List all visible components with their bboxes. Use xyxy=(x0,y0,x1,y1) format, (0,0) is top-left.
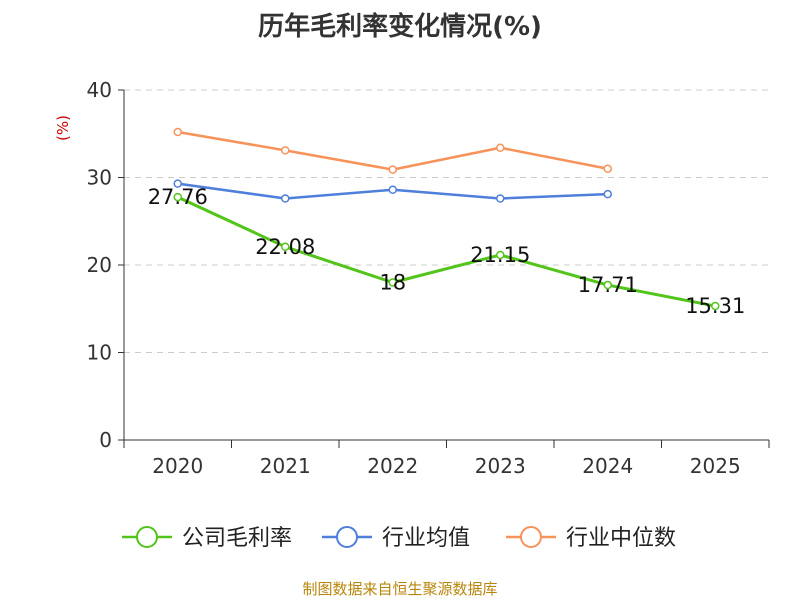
legend-marker xyxy=(520,526,542,548)
grid-lines xyxy=(124,89,769,353)
data-point[interactable] xyxy=(711,301,720,311)
data-label: 27.76 xyxy=(148,185,208,209)
legend-item-3[interactable]: 行业中位数 xyxy=(506,526,676,551)
data-point[interactable] xyxy=(281,242,290,252)
data-point[interactable] xyxy=(603,189,612,199)
legend: 公司毛利率 行业均值 行业中位数 xyxy=(122,526,676,551)
series-line-3 xyxy=(177,130,608,171)
data-point[interactable] xyxy=(173,192,182,202)
y-tick-label: 40 xyxy=(87,78,112,102)
legend-label: 公司毛利率 xyxy=(182,526,292,551)
data-labels: 27.76 22.08 18 21.15 17.71 15.31 xyxy=(148,185,746,318)
y-axis-label: (%) xyxy=(54,115,72,141)
x-tick-label: 2024 xyxy=(582,454,633,478)
data-point[interactable] xyxy=(496,194,505,203)
x-tick-label: 2022 xyxy=(367,454,418,478)
data-point[interactable] xyxy=(603,280,612,290)
legend-item-2[interactable]: 行业均值 xyxy=(322,526,470,551)
x-tick-label: 2023 xyxy=(475,454,526,478)
series-line-1 xyxy=(177,195,716,308)
data-point[interactable] xyxy=(388,165,397,174)
data-point[interactable] xyxy=(173,179,182,188)
data-point[interactable] xyxy=(496,143,505,152)
data-label: 22.08 xyxy=(255,235,315,259)
data-point[interactable] xyxy=(388,278,397,287)
legend-label: 行业中位数 xyxy=(566,526,676,551)
legend-item-1[interactable]: 公司毛利率 xyxy=(122,526,292,551)
series-lines xyxy=(173,127,720,311)
x-tick-label: 2025 xyxy=(690,454,741,478)
data-label: 17.71 xyxy=(578,273,638,297)
data-label: 18 xyxy=(379,271,406,295)
data-point[interactable] xyxy=(496,250,505,260)
data-point[interactable] xyxy=(388,185,397,194)
data-label: 21.15 xyxy=(470,243,530,267)
y-tick-label: 20 xyxy=(87,253,112,277)
data-point[interactable] xyxy=(603,164,612,173)
data-point[interactable] xyxy=(173,127,182,137)
y-tick-label: 30 xyxy=(87,166,112,190)
legend-label: 行业均值 xyxy=(382,526,470,551)
y-tick-label: 10 xyxy=(87,341,112,365)
y-tick-label: 0 xyxy=(99,428,112,452)
x-tick-label: 2020 xyxy=(152,454,203,478)
x-tick-label: 2021 xyxy=(260,454,311,478)
data-label: 15.31 xyxy=(685,294,745,318)
data-point[interactable] xyxy=(281,146,290,155)
source-note: 制图数据来自恒生聚源数据库 xyxy=(302,580,498,598)
axes: 0 10 20 30 40 2020 2021 2022 2023 2024 2025 (%) xyxy=(54,78,770,478)
legend-marker xyxy=(136,526,158,548)
chart-title: 历年毛利率变化情况(%) xyxy=(258,12,542,42)
legend-marker xyxy=(336,526,358,548)
data-point[interactable] xyxy=(281,194,290,203)
